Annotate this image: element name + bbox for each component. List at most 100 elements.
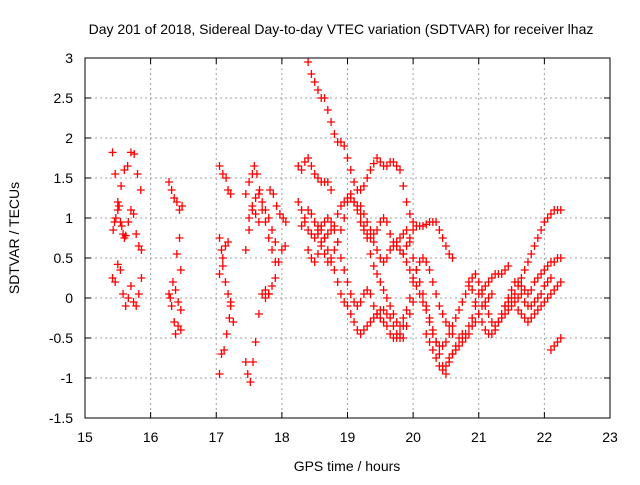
data-series-s24: [313, 222, 408, 342]
data-point: [171, 286, 180, 294]
data-series-s4: [109, 202, 129, 242]
data-point: [556, 254, 565, 262]
data-point: [215, 234, 224, 242]
data-point: [399, 182, 408, 190]
data-series-s12: [215, 234, 238, 326]
data-point: [422, 306, 431, 314]
data-series-s1: [108, 148, 146, 254]
data-point: [167, 302, 176, 310]
data-point: [422, 330, 431, 338]
data-point: [373, 226, 382, 234]
data-point: [386, 314, 395, 322]
data-point: [251, 210, 260, 218]
data-point: [176, 266, 185, 274]
data-point: [113, 260, 122, 269]
data-point: [343, 154, 352, 162]
data-point: [215, 162, 224, 170]
data-point: [222, 174, 231, 182]
data-point: [409, 254, 418, 262]
data-point: [346, 190, 355, 198]
y-tick-label: -1: [61, 370, 74, 386]
data-point: [520, 266, 529, 274]
data-point: [245, 214, 254, 222]
data-point: [133, 170, 142, 178]
data-point: [258, 206, 267, 214]
data-point: [448, 254, 457, 262]
data-point: [165, 290, 173, 298]
data-point: [441, 338, 450, 346]
data-point: [497, 310, 506, 318]
data-point: [130, 150, 139, 158]
data-point: [320, 234, 329, 242]
data-point: [379, 286, 388, 294]
data-point: [252, 170, 261, 178]
data-point: [117, 222, 126, 230]
data-point: [405, 294, 414, 302]
data-point: [243, 370, 252, 378]
data-point: [248, 202, 257, 210]
data-point: [294, 198, 303, 206]
data-point: [132, 230, 141, 238]
data-point: [451, 314, 460, 322]
data-point: [221, 278, 230, 286]
data-point: [491, 326, 500, 334]
y-axis-label: SDTVAR / TECUs: [6, 182, 22, 294]
data-point: [172, 198, 181, 206]
data-series-s18: [266, 186, 290, 226]
data-points: [108, 58, 565, 386]
x-tick-label: 22: [537, 429, 553, 445]
data-point: [363, 174, 372, 182]
data-point: [438, 310, 447, 318]
data-point: [218, 262, 227, 270]
data-point: [432, 354, 441, 362]
data-point: [297, 222, 306, 230]
data-point: [218, 254, 227, 262]
data-point: [226, 302, 235, 310]
data-point: [254, 310, 263, 318]
data-point: [438, 234, 447, 242]
data-point: [215, 270, 224, 278]
data-point: [271, 238, 280, 246]
data-point: [478, 290, 487, 298]
x-tick-label: 18: [274, 429, 290, 445]
data-point: [215, 370, 224, 378]
data-point: [175, 234, 184, 242]
data-point: [327, 258, 336, 266]
data-point: [504, 262, 513, 270]
data-point: [405, 266, 414, 274]
y-tick-label: 1.5: [54, 170, 74, 186]
data-point: [320, 94, 329, 102]
x-tick-label: 19: [340, 429, 356, 445]
data-series-s11: [215, 238, 233, 278]
data-point: [281, 242, 290, 250]
data-point: [330, 222, 339, 230]
data-point: [418, 298, 427, 306]
data-point: [304, 154, 313, 162]
data-series-s31: [546, 334, 565, 354]
data-point: [464, 278, 473, 286]
data-point: [258, 198, 267, 206]
data-point: [343, 302, 352, 310]
data-point: [425, 338, 434, 346]
x-axis-label: GPS time / hours: [294, 458, 401, 474]
data-point: [336, 290, 345, 298]
data-point: [402, 198, 411, 206]
data-series-s29: [501, 206, 565, 310]
data-point: [530, 242, 539, 250]
data-point: [268, 226, 277, 234]
data-point: [422, 258, 431, 266]
data-series-s3: [108, 260, 146, 310]
data-point: [402, 258, 411, 266]
data-point: [471, 270, 480, 278]
data-point: [455, 306, 464, 314]
data-point: [129, 210, 138, 218]
data-series-s19: [294, 154, 336, 194]
data-point: [166, 294, 175, 302]
data-point: [255, 186, 264, 194]
data-point: [330, 130, 339, 138]
data-point: [425, 318, 434, 326]
data-point: [249, 358, 257, 366]
data-point: [340, 142, 349, 150]
